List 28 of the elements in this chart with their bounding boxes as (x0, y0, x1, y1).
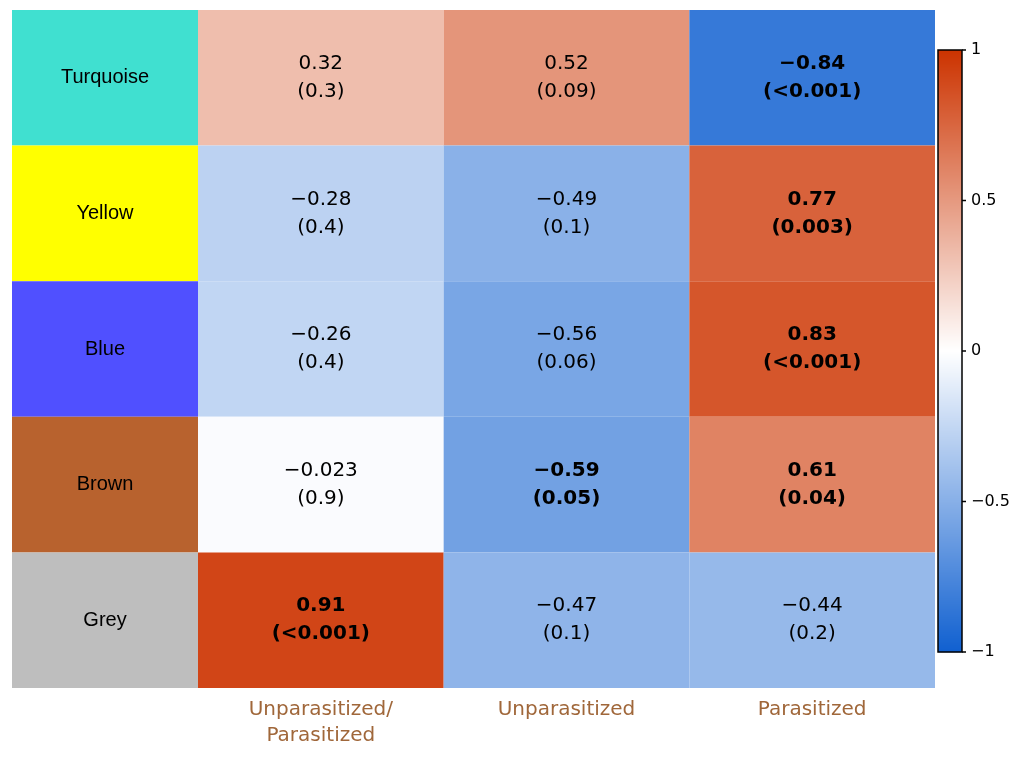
color-bar-label: −1 (971, 641, 995, 661)
data-label: 0.77 (0.003) (771, 185, 853, 238)
color-bar-label: 0 (971, 340, 982, 360)
y-tick-label: Grey (83, 607, 127, 630)
data-label: −0.59 (0.05) (532, 456, 601, 509)
y-tick-label: Brown (76, 472, 134, 495)
data-label: 0.91 (<0.001) (271, 592, 370, 645)
data-label: −0.28 (0.4) (290, 185, 352, 238)
data-label: −0.56 (0.06) (535, 321, 598, 374)
y-tick-label: Turquoise (60, 65, 150, 88)
data-label: 0.61 (0.04) (778, 456, 846, 509)
x-tick-label: Parasitized (757, 696, 867, 721)
x-tick-label: Unparasitized (497, 696, 636, 721)
data-label: −0.023 (0.9) (283, 456, 358, 509)
data-label: −0.49 (0.1) (535, 185, 598, 238)
x-tick-label: Unparasitized/Parasitized (248, 696, 394, 747)
color-bar-label: 0.5 (971, 189, 997, 209)
data-label: −0.47 (0.1) (535, 592, 598, 645)
data-label: −0.44 (0.2) (781, 592, 843, 645)
data-label: −0.26 (0.4) (290, 321, 352, 374)
data-label: 0.52 (0.09) (536, 50, 597, 102)
y-tick-label: Blue (84, 336, 126, 359)
data-label: 0.83 (<0.001) (763, 321, 862, 374)
color-bar-label: 1 (971, 39, 982, 59)
y-tick-label: Yellow (76, 200, 135, 223)
data-label: 0.32 (0.3) (297, 50, 345, 102)
data-label: −0.84 (<0.001) (763, 50, 862, 102)
color-bar-label: −0.5 (971, 490, 1010, 510)
